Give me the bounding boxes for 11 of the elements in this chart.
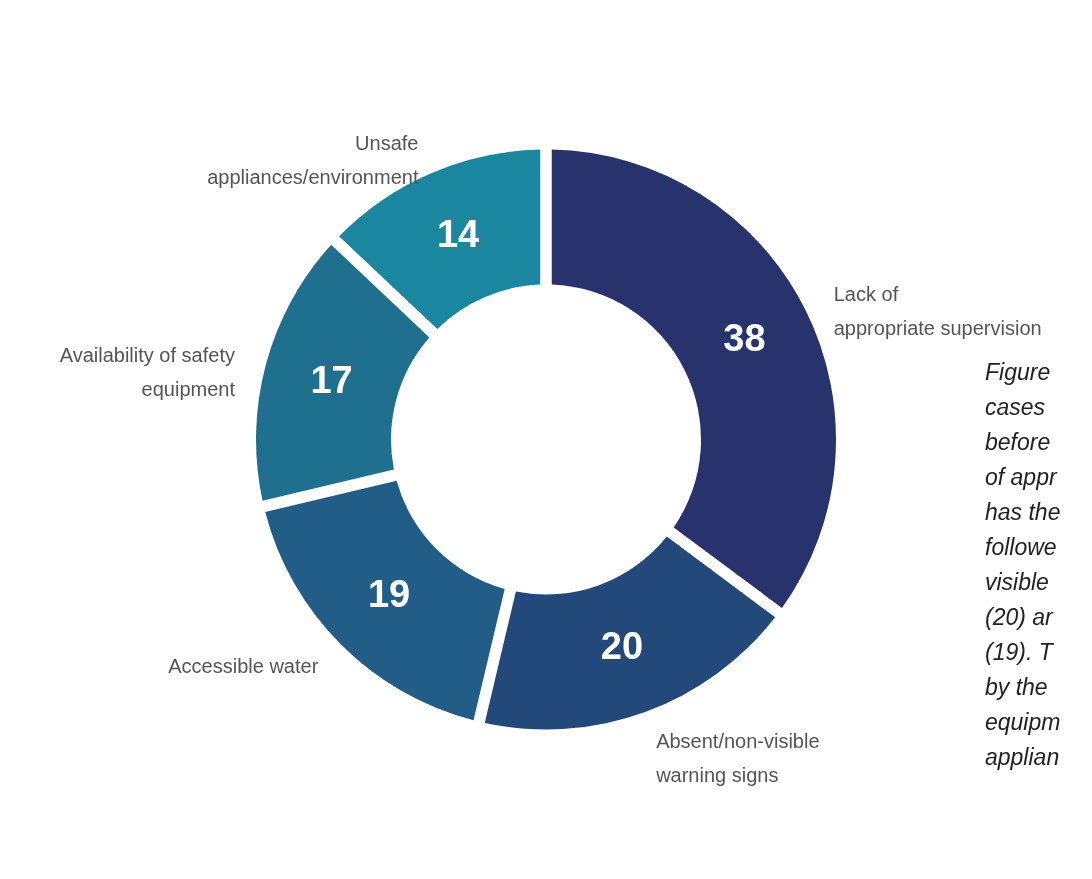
slice-label: Unsafe appliances/environment	[207, 131, 419, 188]
slice-label: Accessible water	[168, 655, 319, 678]
data-label: 14	[436, 212, 480, 255]
data-label: 17	[310, 359, 353, 402]
data-label: 38	[723, 316, 766, 359]
slice-label: Availability of safety equipment	[59, 344, 236, 401]
slice-label: Absent/non-visible warning signs	[655, 730, 820, 787]
slice-label: Lack of appropriate supervision	[833, 282, 1042, 339]
data-label: 20	[600, 625, 644, 668]
data-label: 19	[367, 573, 411, 616]
text: Figure cases before of appr has the followe visible (20) ar (19). T by the equipm applian	[985, 359, 1061, 770]
